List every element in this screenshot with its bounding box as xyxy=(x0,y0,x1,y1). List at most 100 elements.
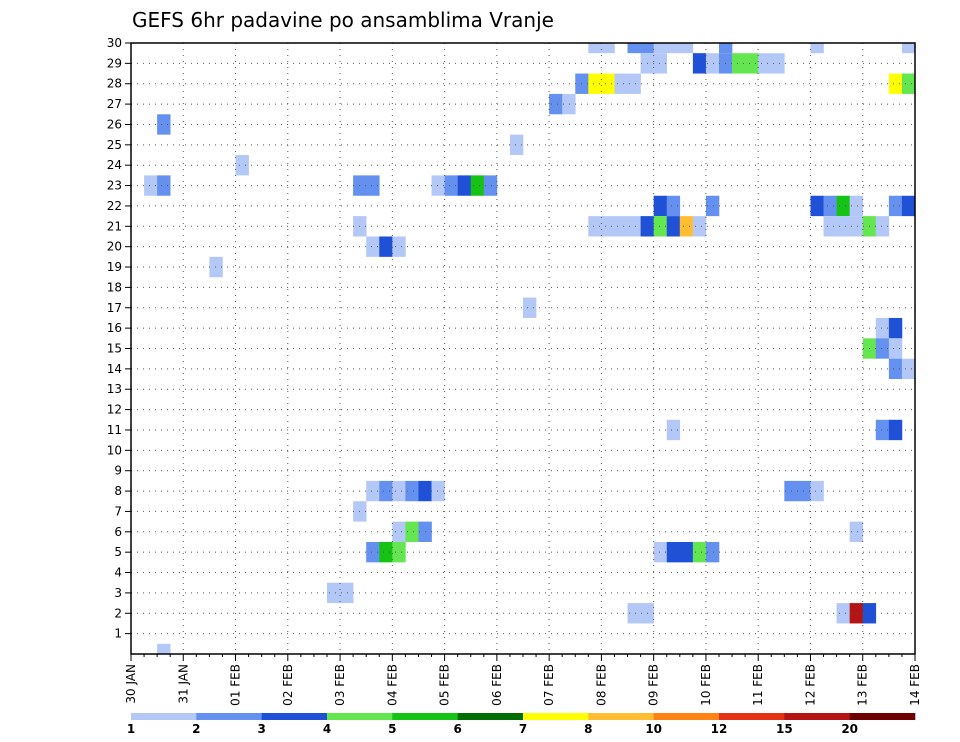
heatmap-cell xyxy=(157,114,171,135)
heatmap-cell xyxy=(157,643,171,654)
heatmap-cell xyxy=(758,53,772,74)
y-tick-label: 29 xyxy=(107,56,122,70)
heatmap-cell xyxy=(431,175,445,196)
legend-label: 3 xyxy=(257,722,265,736)
legend-label: 8 xyxy=(584,722,592,736)
color-legend: 1 2 3 4 5 6 7 8 10 12 15 20 xyxy=(127,713,916,736)
x-tick-label: 13 FEB xyxy=(856,664,870,706)
heatmap-cell xyxy=(379,541,393,563)
legend-label: 5 xyxy=(388,722,396,736)
x-tick-label: 03 FEB xyxy=(333,664,347,706)
y-tick-label: 9 xyxy=(114,464,122,478)
y-tick-label: 16 xyxy=(107,321,122,335)
legend-swatch xyxy=(523,713,589,720)
legend-swatch xyxy=(327,713,393,720)
heatmap-cell xyxy=(692,53,707,74)
heatmap-cell xyxy=(562,93,576,115)
y-tick-label: 15 xyxy=(107,342,122,356)
heatmap-cell xyxy=(666,419,681,441)
y-tick-label: 2 xyxy=(114,606,122,620)
y-tick-label: 28 xyxy=(107,77,122,91)
heatmap-cell xyxy=(705,53,720,74)
heatmap-cell xyxy=(235,155,249,176)
y-tick-label: 24 xyxy=(107,158,122,172)
heatmap-cell xyxy=(771,53,785,74)
chart-title: GEFS 6hr padavine po ansamblima Vranje xyxy=(132,8,554,32)
heatmap-cell xyxy=(379,480,393,502)
x-tick-label: 31 JAN xyxy=(176,664,190,704)
heatmap-cell xyxy=(810,480,824,502)
heatmap-cell xyxy=(875,419,890,441)
legend-swatch xyxy=(196,713,262,720)
heatmap-cell xyxy=(888,73,903,94)
heatmap-cell xyxy=(901,43,916,54)
heatmap-cell xyxy=(601,216,615,237)
heatmap-cell xyxy=(666,216,681,237)
heatmap-cell xyxy=(405,521,419,542)
heatmap-cell xyxy=(444,175,458,196)
heatmap-cell xyxy=(849,603,864,624)
x-tick-label: 14 FEB xyxy=(908,664,922,706)
y-tick-label: 13 xyxy=(107,382,122,396)
y-tick-label: 11 xyxy=(107,423,122,437)
heatmap-cell xyxy=(366,236,380,257)
y-tick-label: 7 xyxy=(114,504,122,518)
heatmap-cell xyxy=(601,43,615,54)
x-axis: 30 JAN 31 JAN 01 FEB 02 FEB 03 FEB 04 FEB 05 F… xyxy=(124,654,922,706)
heatmap-cell xyxy=(392,541,406,563)
y-axis: 1234567891011121314151617181920212223242… xyxy=(107,36,131,641)
y-tick-label: 5 xyxy=(114,545,122,559)
heatmap-cell xyxy=(627,73,641,94)
legend-swatch xyxy=(719,713,785,720)
legend-swatch xyxy=(784,713,850,720)
heatmap-cell xyxy=(366,541,380,563)
heatmap-cell xyxy=(144,175,158,196)
heatmap-cell xyxy=(653,43,668,54)
heatmap-cell xyxy=(875,216,890,237)
y-tick-label: 23 xyxy=(107,179,122,193)
y-tick-label: 30 xyxy=(107,36,122,50)
heatmap-cell xyxy=(588,73,602,94)
heatmap-cell xyxy=(875,317,890,339)
heatmap-cell xyxy=(732,53,746,74)
legend-swatch xyxy=(588,713,654,720)
heatmap-cell xyxy=(823,195,837,217)
heatmap-cell xyxy=(836,216,850,237)
heatmap-cell xyxy=(431,480,445,502)
heatmap-cell xyxy=(549,93,563,115)
heatmap-cell xyxy=(627,43,641,54)
x-tick-label: 04 FEB xyxy=(385,664,399,706)
x-tick-label: 05 FEB xyxy=(438,664,452,706)
legend-swatch xyxy=(653,713,720,720)
heatmap-cell xyxy=(340,582,354,604)
heatmap-cell xyxy=(405,480,419,502)
heatmap-cell xyxy=(679,541,694,563)
y-tick-label: 20 xyxy=(107,240,122,254)
legend-label: 1 xyxy=(127,722,135,736)
x-tick-label: 10 FEB xyxy=(699,664,713,706)
heatmap-cell xyxy=(157,175,171,196)
cells-layer xyxy=(144,43,916,654)
heatmap-cell xyxy=(640,43,654,54)
heatmap-cell xyxy=(627,216,641,237)
heatmap-cell xyxy=(666,195,681,217)
heatmap-cell xyxy=(392,236,406,257)
heatmap-cell xyxy=(679,216,694,237)
heatmap-cell xyxy=(849,195,864,217)
legend-swatch xyxy=(261,713,328,720)
heatmap-cell xyxy=(366,175,380,196)
heatmap-cell xyxy=(797,480,811,502)
heatmap-cell xyxy=(627,603,641,624)
y-tick-label: 8 xyxy=(114,484,122,498)
heatmap-cell xyxy=(810,43,824,54)
heatmap-cell xyxy=(901,195,916,217)
heatmap-cell xyxy=(588,43,602,54)
y-tick-label: 21 xyxy=(107,219,122,233)
heatmap-cell xyxy=(653,53,668,74)
legend-label: 2 xyxy=(192,722,200,736)
y-tick-label: 17 xyxy=(107,301,122,315)
legend-label: 7 xyxy=(519,722,527,736)
heatmap-cell xyxy=(653,541,668,563)
heatmap-cell xyxy=(745,53,759,74)
y-tick-label: 22 xyxy=(107,199,122,213)
